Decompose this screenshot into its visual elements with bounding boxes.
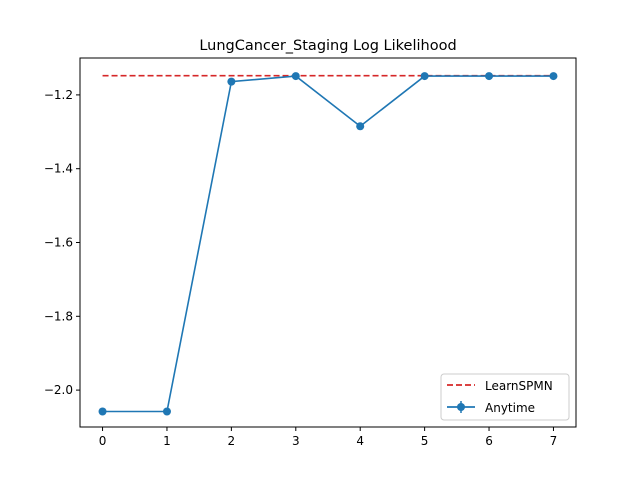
y-axis: −2.0 −1.8 −1.6 −1.4 −1.2 [44, 88, 80, 397]
legend-anytime-marker [457, 403, 465, 411]
y-tick-label: −1.2 [44, 88, 73, 102]
x-axis: 0 1 2 3 4 5 6 7 [99, 427, 558, 448]
legend-anytime-label: Anytime [485, 401, 535, 415]
data-point-anytime [549, 72, 558, 81]
x-tick-label: 2 [228, 434, 236, 448]
data-point-anytime [227, 77, 236, 86]
data-point-anytime [356, 122, 365, 131]
y-tick-label: −2.0 [44, 383, 73, 397]
legend-box [440, 373, 570, 421]
x-tick-label: 1 [163, 434, 171, 448]
data-point-anytime [291, 72, 300, 81]
chart-title: LungCancer_Staging Log Likelihood [199, 38, 456, 54]
data-point-anytime [420, 72, 429, 81]
data-point-anytime [98, 407, 107, 416]
x-tick-label: 6 [485, 434, 493, 448]
data-point-anytime [162, 407, 171, 416]
data-point-anytime [485, 72, 494, 81]
y-tick-label: −1.4 [44, 162, 73, 176]
x-tick-label: 0 [99, 434, 107, 448]
x-tick-label: 5 [421, 434, 429, 448]
axes-frame [79, 57, 577, 428]
legend-learnspmn-label: LearnSPMN [485, 379, 553, 393]
legend: LearnSPMN Anytime [440, 373, 570, 421]
series-line-anytime [102, 75, 554, 413]
y-tick-label: −1.8 [44, 309, 73, 323]
y-tick-label: −1.6 [44, 236, 73, 250]
plot-area [98, 72, 558, 416]
x-tick-label: 7 [550, 434, 558, 448]
x-tick-label: 4 [356, 434, 364, 448]
x-tick-label: 3 [292, 434, 300, 448]
